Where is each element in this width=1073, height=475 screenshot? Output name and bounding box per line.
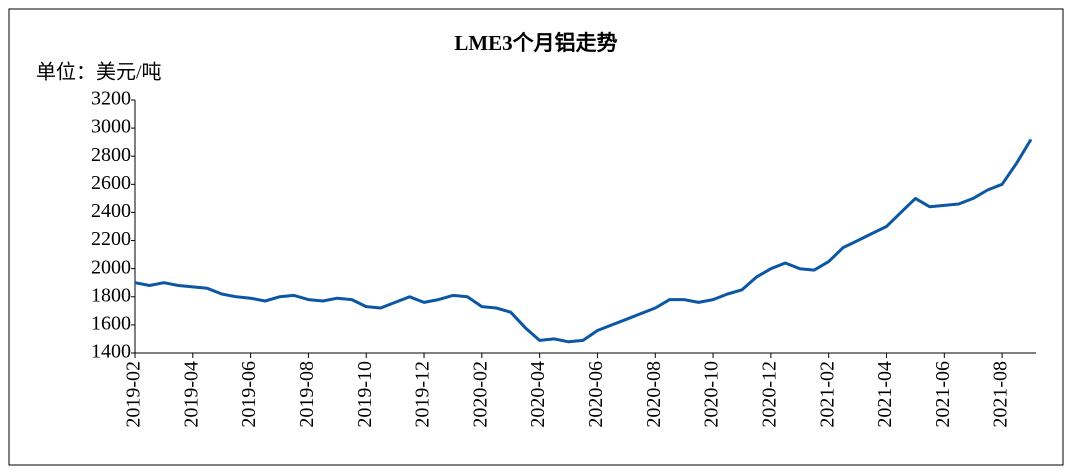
frame (8, 8, 1064, 466)
x-tick-label: 2020-10 (701, 361, 723, 428)
y-tick-label: 2000 (91, 256, 131, 278)
x-tick-label: 2021-04 (874, 361, 896, 428)
x-tick-label: 2020-12 (758, 361, 780, 428)
y-axis-label: 单位：美元/吨 (36, 61, 162, 84)
y-tick-label: 1600 (91, 312, 131, 334)
x-tick-label: 2020-04 (527, 361, 549, 428)
y-tick-label: 2200 (91, 228, 131, 250)
y-tick-label: 2800 (91, 144, 131, 166)
x-tick-label: 2021-02 (816, 361, 838, 428)
y-tick-label: 3200 (91, 88, 131, 110)
x-tick-label: 2019-06 (238, 361, 260, 428)
y-tick-label: 2400 (91, 200, 131, 222)
y-tick-label: 1800 (91, 284, 131, 306)
line-series (134, 138, 1033, 344)
x-tick-label: 2021-08 (990, 361, 1012, 428)
x-tick-label: 2019-02 (123, 361, 145, 428)
x-tick-label: 2019-10 (354, 361, 376, 428)
x-tick-label: 2020-06 (585, 361, 607, 428)
x-tick-label: 2020-02 (469, 361, 491, 428)
x-tick-label: 2021-06 (932, 361, 954, 428)
x-tick-label: 2019-08 (296, 361, 318, 428)
x-tick-label: 2019-04 (180, 361, 202, 428)
y-tick-label: 3000 (91, 116, 131, 138)
y-tick-label: 1400 (91, 341, 131, 363)
x-tick-label: 2019-12 (412, 361, 434, 428)
chart-title: LME3个月铝走势 (454, 31, 617, 55)
x-tick-label: 2020-08 (643, 361, 665, 428)
y-tick-label: 2600 (91, 172, 131, 194)
